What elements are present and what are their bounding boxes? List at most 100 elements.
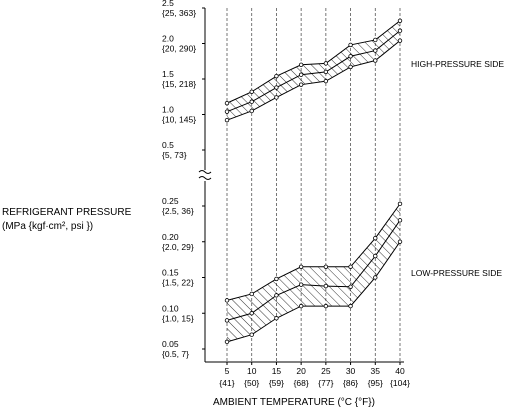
high-data-point xyxy=(323,69,329,75)
x-tick-label-f: {86} xyxy=(343,378,358,388)
x-tick-label-f: {41} xyxy=(219,378,234,388)
low-data-point xyxy=(348,303,353,309)
high-data-point xyxy=(348,42,353,48)
x-tick-label-c: 5 xyxy=(225,366,230,376)
low-data-point xyxy=(348,264,353,269)
high-y-tick-sublabel: {5, 73} xyxy=(162,150,187,160)
high-y-tick-sublabel: {15, 218} xyxy=(162,79,196,89)
high-data-point xyxy=(249,89,254,94)
high-data-point xyxy=(298,72,304,77)
low-data-point xyxy=(298,264,304,269)
high-data-point xyxy=(373,48,378,53)
high-y-tick-sublabel: {10, 145} xyxy=(162,115,196,125)
high-data-point xyxy=(249,108,254,114)
low-y-tick-label: 0.05 xyxy=(162,339,179,349)
x-tick-label-c: 30 xyxy=(346,366,356,376)
low-data-point xyxy=(224,298,230,303)
low-data-point xyxy=(397,201,403,207)
low-data-point xyxy=(323,303,329,309)
low-y-tick-sublabel: {1.5, 22} xyxy=(162,278,194,288)
low-data-point xyxy=(249,291,254,297)
low-data-point xyxy=(397,218,403,223)
high-series-line xyxy=(226,20,401,104)
x-tick-label-f: {50} xyxy=(244,378,259,388)
low-y-tick-sublabel: {1.0, 15} xyxy=(162,313,194,323)
low-data-point xyxy=(298,303,304,309)
y-axis-title: REFRIGERANT PRESSURE xyxy=(2,207,132,218)
high-data-point xyxy=(348,54,353,59)
low-y-tick-label: 0.20 xyxy=(162,232,179,242)
x-tick-label-c: 15 xyxy=(272,366,282,376)
high-data-point xyxy=(397,28,403,33)
low-data-point xyxy=(274,276,279,282)
bands xyxy=(224,18,403,345)
low-data-point xyxy=(249,332,254,337)
x-tick-label-c: 10 xyxy=(247,366,257,376)
x-tick-label-f: {59} xyxy=(269,378,284,388)
low-data-point xyxy=(348,284,353,289)
high-data-point xyxy=(323,61,329,66)
low-series-line xyxy=(226,203,401,301)
x-tick-label-f: {68} xyxy=(294,378,309,388)
low-y-tick-label: 0.15 xyxy=(162,268,179,278)
low-y-tick-label: 0.25 xyxy=(162,196,179,206)
low-series-line xyxy=(226,241,401,343)
high-data-point xyxy=(274,95,279,100)
low-y-tick-label: 0.10 xyxy=(162,303,179,313)
low-y-tick-sublabel: {0.5, 7} xyxy=(162,349,189,359)
low-y-tick-sublabel: {2.0, 29} xyxy=(162,242,194,252)
x-tick-label-c: 20 xyxy=(296,366,306,376)
high-data-point xyxy=(249,99,254,104)
high-y-tick-sublabel: {20, 290} xyxy=(162,44,196,54)
high-series-line xyxy=(226,40,401,121)
high-data-point xyxy=(224,117,230,123)
x-tick-label-f: {104} xyxy=(390,378,410,388)
x-axis-title: AMBIENT TEMPERATURE (°C {°F}) xyxy=(213,397,375,408)
high-y-tick-label: 1.5 xyxy=(162,69,174,79)
high-data-point xyxy=(274,73,279,79)
high-data-point xyxy=(298,62,304,68)
axis-break-mark xyxy=(198,170,212,180)
high-y-tick-label: 0.5 xyxy=(162,140,174,150)
low-y-tick-sublabel: {2.5, 36} xyxy=(162,206,194,216)
axes xyxy=(198,7,404,365)
high-data-point xyxy=(397,38,403,43)
low-data-point xyxy=(274,316,279,321)
high-pressure-label: HIGH-PRESSURE SIDE xyxy=(411,59,504,69)
low-data-point xyxy=(224,339,230,345)
low-pressure-label: LOW-PRESSURE SIDE xyxy=(411,268,502,278)
low-data-point xyxy=(323,283,329,289)
low-data-point xyxy=(397,239,403,244)
x-tick-label-c: 25 xyxy=(321,366,331,376)
high-y-tick-label: 2.0 xyxy=(162,34,174,44)
low-data-point xyxy=(274,293,279,298)
high-data-point xyxy=(224,109,230,114)
high-series-line xyxy=(226,30,401,113)
low-data-point xyxy=(373,253,378,259)
low-data-point xyxy=(373,235,378,241)
low-data-point xyxy=(373,275,378,280)
x-tick-label-f: {77} xyxy=(318,378,333,388)
high-y-tick-label: 1.0 xyxy=(162,105,174,115)
high-y-tick-sublabel: {25, 363} xyxy=(162,8,196,18)
x-tick-label-c: 35 xyxy=(371,366,381,376)
high-data-point xyxy=(224,100,230,106)
x-tick-label-f: {95} xyxy=(368,378,383,388)
high-band-fill xyxy=(227,20,400,121)
low-series-line xyxy=(226,220,401,321)
low-data-point xyxy=(224,318,230,323)
low-band-fill xyxy=(227,203,400,342)
y-axis-units: (MPa {kgf·cm², psi }) xyxy=(2,221,93,232)
low-data-point xyxy=(298,282,304,287)
high-y-tick-label: 2.5 xyxy=(162,0,174,8)
low-data-point xyxy=(323,264,329,269)
high-data-point xyxy=(274,85,279,90)
high-data-point xyxy=(373,37,378,43)
x-tick-label-c: 40 xyxy=(395,366,405,376)
high-data-point xyxy=(323,78,329,84)
high-data-point xyxy=(373,58,378,63)
high-data-point xyxy=(397,18,403,23)
high-data-point xyxy=(298,82,304,87)
high-data-point xyxy=(348,64,353,70)
tick-labels: 2.5{25, 363}2.0{20, 290}1.5{15, 218}1.0{… xyxy=(162,0,410,388)
